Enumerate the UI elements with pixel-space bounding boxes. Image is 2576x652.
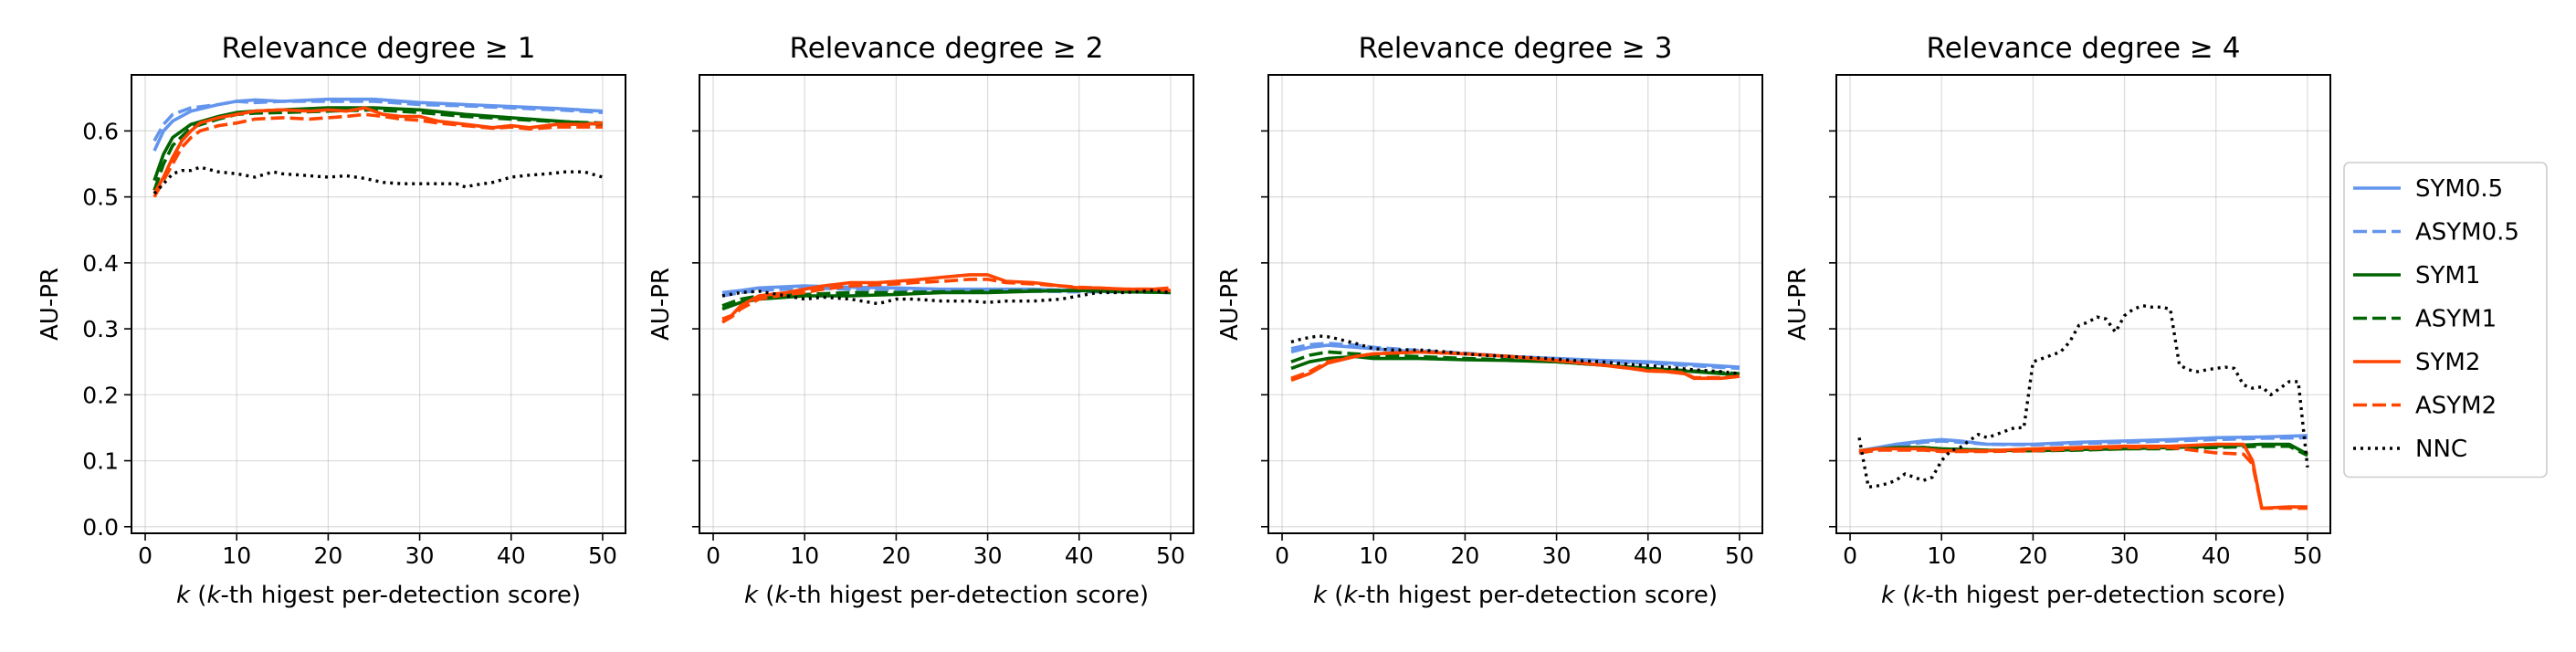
- x-tick-label: 50: [588, 542, 617, 569]
- series-line-asym1: [152, 108, 604, 191]
- x-tick-label: 30: [1542, 542, 1572, 569]
- panel-title: Relevance degree ≥ 1: [222, 32, 536, 65]
- legend-label: SYM0.5: [2415, 175, 2503, 203]
- legend-entry-sym0-5: SYM0.5: [2353, 175, 2503, 203]
- panel-title: Relevance degree ≥ 3: [1359, 32, 1673, 65]
- legend-label: NNC: [2415, 436, 2467, 463]
- x-tick-label: 20: [881, 542, 910, 569]
- series-line-asym1: [1290, 350, 1740, 375]
- x-tick-label: 40: [1065, 542, 1094, 569]
- x-axis-label: k (k-th higest per-detection score): [744, 582, 1149, 609]
- legend-entry-sym1: SYM1: [2353, 262, 2480, 289]
- panel-title: Relevance degree ≥ 4: [1927, 32, 2241, 65]
- x-tick-label: 50: [1725, 542, 1754, 569]
- series-line-asym0-5: [1858, 436, 2308, 455]
- x-tick-label: 40: [497, 542, 526, 569]
- panel-4: 0 10 20 30 40 50 Relevance degree ≥ 4 AU-PR k (k…: [1784, 32, 2331, 609]
- y-tick-label: 0.0: [82, 514, 119, 541]
- series-line-sym2: [1858, 442, 2308, 510]
- y-axis-label: AU-PR: [1784, 268, 1812, 341]
- y-tick-label: 0.2: [82, 382, 119, 408]
- legend-entry-nnc: NNC: [2353, 436, 2467, 463]
- series-line-asym1: [721, 289, 1172, 308]
- x-tick-label: 50: [2293, 542, 2322, 569]
- legend-label: ASYM0.5: [2415, 219, 2519, 247]
- x-tick-label: 10: [1927, 542, 1956, 569]
- y-tick-label: 0.6: [82, 118, 119, 144]
- series-line-asym2: [1290, 350, 1740, 380]
- series-line-sym0-5: [1858, 434, 2308, 453]
- legend-label: SYM2: [2415, 349, 2480, 376]
- series-line-nnc: [1857, 304, 2309, 489]
- y-tick-label: 0.4: [82, 250, 119, 277]
- panel-1: 0 10 20 30 40 50 0.0 0.1 0.2 0.3 0.4 0.5 0.6 Relevanc…: [37, 32, 626, 609]
- series-line-asym0-5: [152, 100, 604, 142]
- y-tick-label: 0.3: [82, 316, 119, 342]
- x-tick-label: 30: [405, 542, 435, 569]
- series-line-asym2: [721, 278, 1172, 324]
- y-axis-label: AU-PR: [647, 268, 675, 341]
- y-axis-label: AU-PR: [1216, 268, 1244, 341]
- x-tick-label: 30: [973, 542, 1003, 569]
- x-tick-label: 50: [1156, 542, 1185, 569]
- legend-label: ASYM1: [2415, 306, 2497, 333]
- x-tick-label: 40: [2202, 542, 2231, 569]
- x-tick-label: 30: [2110, 542, 2140, 569]
- legend-entry-sym2: SYM2: [2353, 349, 2480, 376]
- x-axis-label: k (k-th higest per-detection score): [1313, 582, 1718, 609]
- series-line-nnc: [721, 289, 1172, 306]
- panel-3: 0 10 20 30 40 50 Relevance degree ≥ 3 AU-PR k (k…: [1216, 32, 1763, 609]
- legend-entry-asym1: ASYM1: [2353, 306, 2497, 333]
- panel-title: Relevance degree ≥ 2: [790, 32, 1104, 65]
- legend-label: ASYM2: [2415, 393, 2497, 420]
- series-lines: [1290, 334, 1740, 383]
- series-lines: [152, 97, 604, 198]
- series-lines: [721, 273, 1172, 324]
- x-tick-label: 20: [2018, 542, 2047, 569]
- x-tick-label: 0: [1843, 542, 1857, 569]
- series-line-nnc: [1290, 334, 1740, 375]
- x-axis-label: k (k-th higest per-detection score): [176, 582, 581, 609]
- x-tick-label: 20: [313, 542, 342, 569]
- series-line-asym2: [152, 112, 603, 198]
- x-tick-label: 10: [1359, 542, 1388, 569]
- series-lines: [1857, 304, 2309, 510]
- y-axis-label: AU-PR: [37, 268, 64, 341]
- legend-frame: [2343, 162, 2548, 478]
- x-tick-label: 0: [138, 542, 152, 569]
- x-tick-label: 0: [1275, 542, 1289, 569]
- series-line-asym2: [1858, 446, 2308, 510]
- x-tick-label: 20: [1450, 542, 1479, 569]
- series-line-nnc: [152, 165, 604, 195]
- y-tick-label: 0.1: [82, 448, 119, 475]
- axes-frame: [1835, 74, 2331, 534]
- legend: SYM0.5 ASYM0.5 SYM1 ASYM1 SYM2 ASYM2 NNC: [2343, 162, 2548, 478]
- y-tick-label: 0.5: [82, 184, 119, 211]
- panel-2: 0 10 20 30 40 50 Relevance degree ≥ 2 AU-PR k (k…: [647, 32, 1194, 609]
- x-axis-label: k (k-th higest per-detection score): [1881, 582, 2286, 609]
- x-tick-label: 40: [1634, 542, 1663, 569]
- axes-frame: [699, 74, 1194, 534]
- chart-panels: 0 10 20 30 40 50 0.0 0.1 0.2 0.3 0.4 0.5 0.6 Relevanc…: [37, 32, 2331, 609]
- legend-label: SYM1: [2415, 262, 2480, 289]
- axes-frame: [1267, 74, 1763, 534]
- legend-entry-asym0-5: ASYM0.5: [2353, 219, 2519, 247]
- x-tick-label: 0: [706, 542, 720, 569]
- axes-frame: [131, 74, 626, 534]
- x-tick-label: 10: [222, 542, 251, 569]
- legend-entry-asym2: ASYM2: [2353, 393, 2497, 420]
- x-tick-label: 10: [790, 542, 819, 569]
